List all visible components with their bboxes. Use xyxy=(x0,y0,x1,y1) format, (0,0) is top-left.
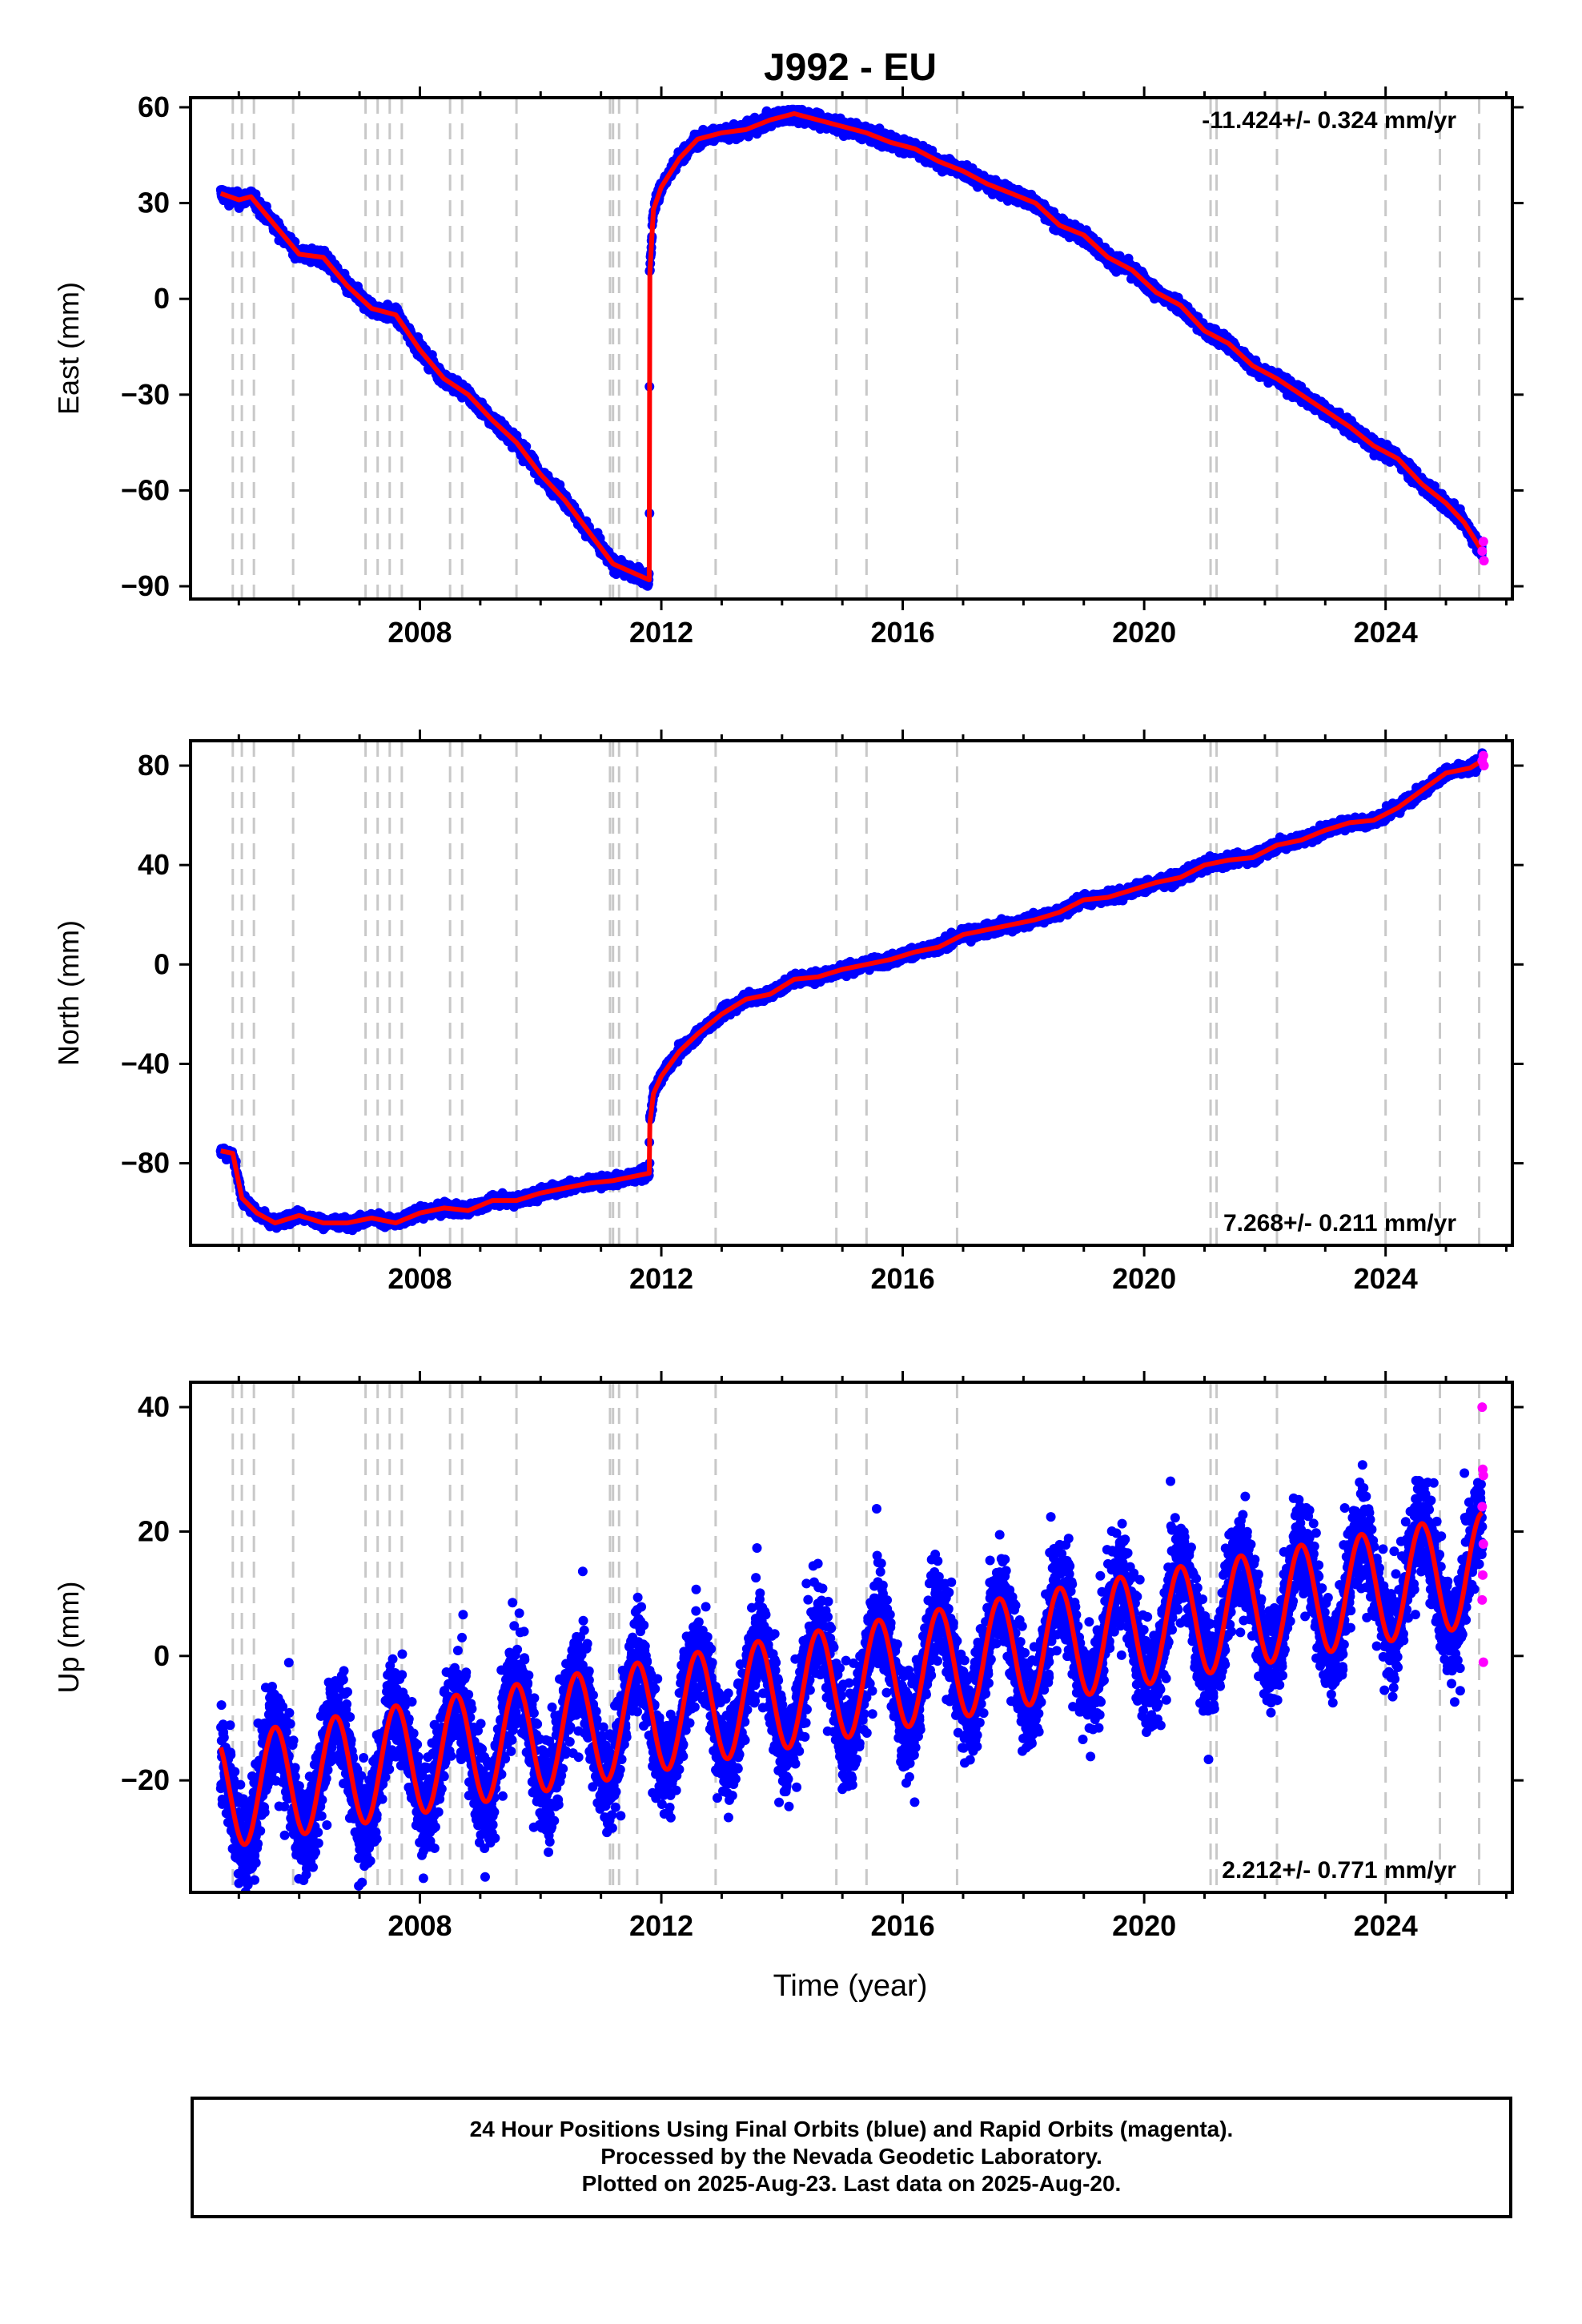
figure-title: J992 - EU xyxy=(764,46,937,89)
plot-area xyxy=(215,98,1489,599)
final-orbit-points xyxy=(215,104,1488,591)
